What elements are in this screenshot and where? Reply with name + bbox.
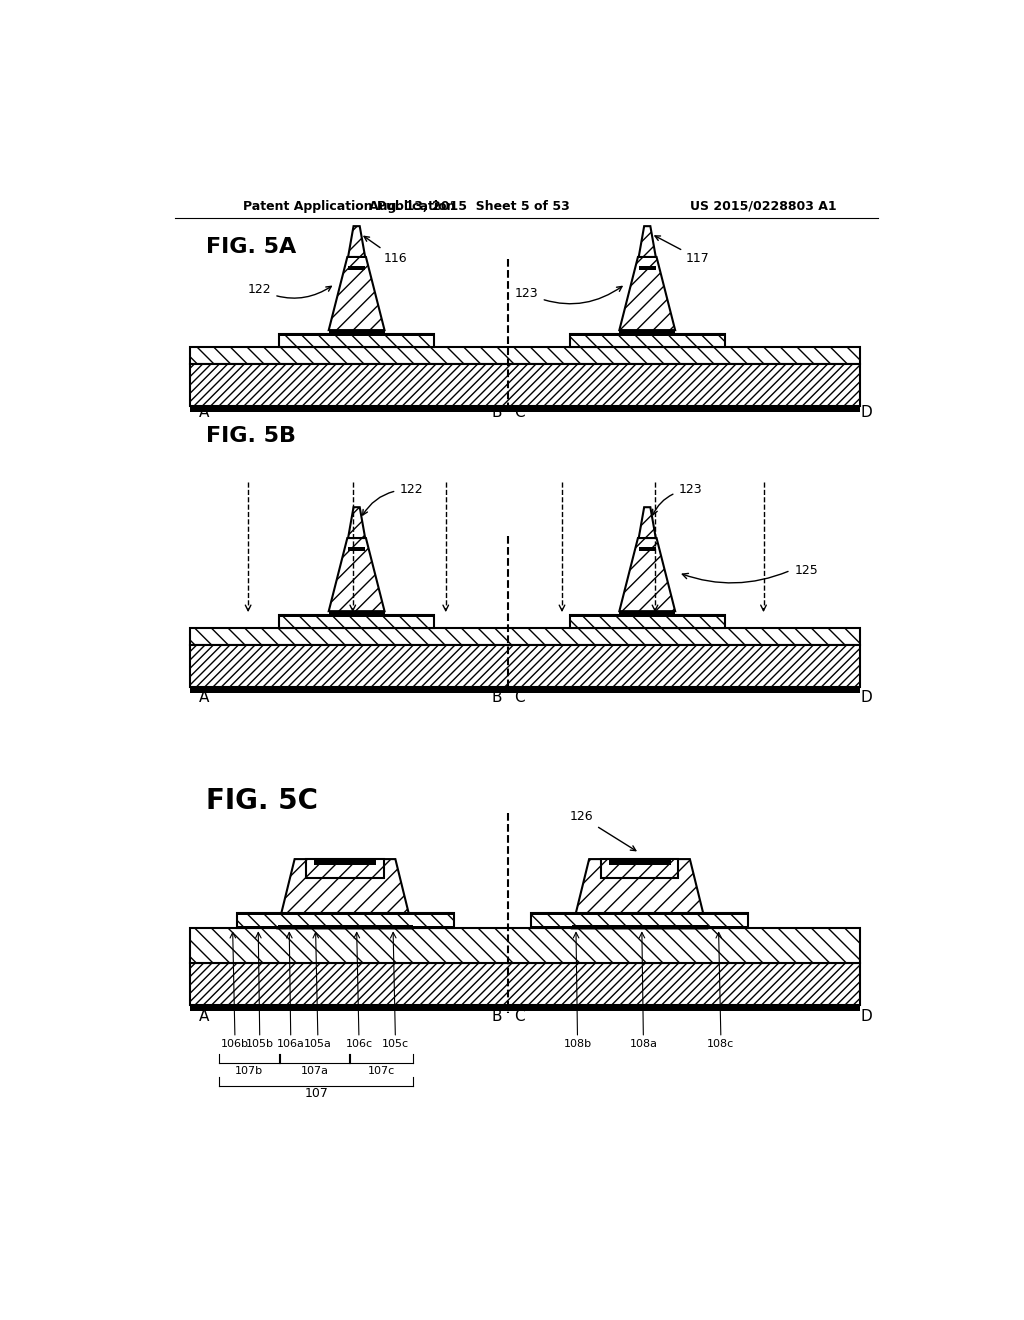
Bar xyxy=(190,964,860,1006)
Bar xyxy=(190,347,860,364)
Text: 105b: 105b xyxy=(246,1039,273,1049)
Polygon shape xyxy=(572,859,707,928)
Bar xyxy=(190,1006,860,1011)
Bar xyxy=(620,330,675,334)
Bar xyxy=(569,615,725,628)
Text: 123: 123 xyxy=(515,286,622,304)
Bar xyxy=(280,334,434,337)
Polygon shape xyxy=(348,507,366,539)
Polygon shape xyxy=(348,226,366,257)
Text: C: C xyxy=(514,1010,524,1024)
Text: 117: 117 xyxy=(655,236,710,265)
Text: 106c: 106c xyxy=(345,1039,373,1049)
Bar xyxy=(280,615,434,628)
Polygon shape xyxy=(639,226,655,257)
Bar xyxy=(531,913,748,915)
Text: 105c: 105c xyxy=(382,1039,409,1049)
Text: 106a: 106a xyxy=(276,1039,305,1049)
Text: 107a: 107a xyxy=(300,1065,329,1076)
Bar xyxy=(278,924,414,928)
Bar xyxy=(280,615,434,618)
Text: 107c: 107c xyxy=(368,1065,395,1076)
Polygon shape xyxy=(639,507,655,539)
Text: FIG. 5B: FIG. 5B xyxy=(206,425,296,446)
Bar xyxy=(190,688,860,693)
Bar xyxy=(237,927,454,928)
Bar xyxy=(190,407,860,412)
Bar xyxy=(329,330,385,334)
Text: B: B xyxy=(492,405,502,420)
Bar xyxy=(531,913,748,928)
Text: 106b: 106b xyxy=(221,1039,249,1049)
Bar xyxy=(531,927,748,928)
Text: FIG. 5C: FIG. 5C xyxy=(206,787,317,816)
Text: 108c: 108c xyxy=(708,1039,734,1049)
Text: 107: 107 xyxy=(304,1088,329,1101)
Text: 105a: 105a xyxy=(304,1039,332,1049)
Text: C: C xyxy=(514,690,524,705)
Text: 122: 122 xyxy=(248,282,332,298)
Polygon shape xyxy=(278,859,413,928)
Text: A: A xyxy=(200,405,210,420)
Polygon shape xyxy=(329,539,385,611)
Bar xyxy=(306,859,384,878)
Bar xyxy=(190,645,860,688)
Polygon shape xyxy=(620,539,675,611)
Text: B: B xyxy=(492,1010,502,1024)
Bar xyxy=(329,611,385,615)
Polygon shape xyxy=(620,257,675,330)
Text: D: D xyxy=(860,405,872,420)
Text: 122: 122 xyxy=(362,483,423,515)
Text: A: A xyxy=(200,690,210,705)
Bar xyxy=(569,334,725,337)
Text: US 2015/0228803 A1: US 2015/0228803 A1 xyxy=(690,199,837,213)
Text: 116: 116 xyxy=(365,236,408,265)
Bar xyxy=(620,611,675,615)
Text: 125: 125 xyxy=(795,564,818,577)
Text: 108b: 108b xyxy=(563,1039,592,1049)
Bar xyxy=(639,548,655,552)
Text: D: D xyxy=(860,1010,872,1024)
Text: C: C xyxy=(514,405,524,420)
Bar xyxy=(280,334,434,347)
Text: 107b: 107b xyxy=(236,1065,263,1076)
Bar xyxy=(190,364,860,407)
Bar xyxy=(190,928,860,964)
Bar xyxy=(348,548,366,552)
Text: B: B xyxy=(492,690,502,705)
Text: FIG. 5A: FIG. 5A xyxy=(206,238,296,257)
Bar xyxy=(569,615,725,618)
Bar xyxy=(237,913,454,928)
Polygon shape xyxy=(329,257,385,330)
Bar xyxy=(572,924,708,928)
Bar xyxy=(190,628,860,645)
Text: D: D xyxy=(860,690,872,705)
Bar xyxy=(569,334,725,347)
Bar xyxy=(314,859,376,866)
Bar xyxy=(237,913,454,915)
Text: Patent Application Publication: Patent Application Publication xyxy=(243,199,455,213)
Bar xyxy=(639,267,655,271)
Bar xyxy=(608,859,671,866)
Text: 123: 123 xyxy=(652,483,701,515)
Bar xyxy=(601,859,678,878)
Bar xyxy=(348,267,366,271)
Text: 108a: 108a xyxy=(630,1039,657,1049)
Text: 126: 126 xyxy=(569,810,636,850)
Text: Aug. 13, 2015  Sheet 5 of 53: Aug. 13, 2015 Sheet 5 of 53 xyxy=(369,199,569,213)
Text: A: A xyxy=(200,1010,210,1024)
